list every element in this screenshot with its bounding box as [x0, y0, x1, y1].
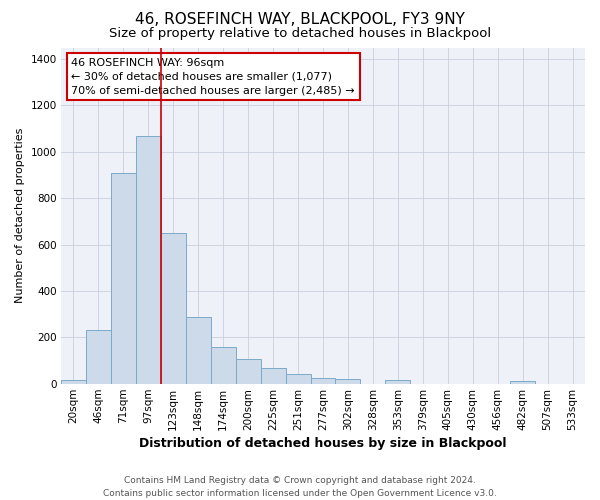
Bar [286, 374, 311, 384]
Text: Contains HM Land Registry data © Crown copyright and database right 2024.
Contai: Contains HM Land Registry data © Crown c… [103, 476, 497, 498]
Bar [136, 136, 161, 384]
Bar [510, 382, 535, 384]
Text: 46 ROSEFINCH WAY: 96sqm
← 30% of detached houses are smaller (1,077)
70% of semi: 46 ROSEFINCH WAY: 96sqm ← 30% of detache… [71, 58, 355, 96]
Bar [335, 379, 361, 384]
Bar [61, 380, 86, 384]
Y-axis label: Number of detached properties: Number of detached properties [15, 128, 25, 304]
Bar [211, 346, 236, 384]
Text: Size of property relative to detached houses in Blackpool: Size of property relative to detached ho… [109, 28, 491, 40]
Bar [311, 378, 335, 384]
Bar [161, 233, 186, 384]
Bar [236, 358, 260, 384]
Bar [111, 172, 136, 384]
X-axis label: Distribution of detached houses by size in Blackpool: Distribution of detached houses by size … [139, 437, 507, 450]
Bar [186, 316, 211, 384]
Text: 46, ROSEFINCH WAY, BLACKPOOL, FY3 9NY: 46, ROSEFINCH WAY, BLACKPOOL, FY3 9NY [135, 12, 465, 28]
Bar [86, 330, 111, 384]
Bar [260, 368, 286, 384]
Bar [385, 380, 410, 384]
